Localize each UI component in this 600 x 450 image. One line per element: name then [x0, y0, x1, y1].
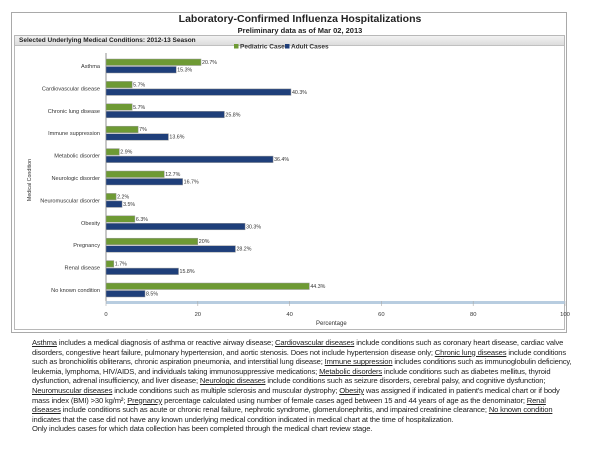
bar-adult [105, 267, 179, 275]
chart-subtitle: Preliminary data as of Mar 02, 2013 [237, 26, 363, 35]
footnote-definitions: Asthma includes a medical diagnosis of a… [32, 338, 572, 424]
data-label: 44.3% [310, 284, 325, 290]
bar-pediatric [105, 260, 115, 268]
category-label: Neuromuscular disorder [40, 198, 100, 204]
x-tick-label: 40 [286, 312, 292, 318]
data-label: 1.7% [115, 262, 127, 268]
x-tick-label: 80 [470, 312, 476, 318]
bar-pediatric [105, 170, 165, 178]
bar-pediatric [105, 103, 133, 111]
footnote-term: Metabolic disorders [319, 366, 383, 376]
footnote-data-note: Only includes cases for which data colle… [32, 424, 373, 434]
bar-adult [105, 88, 292, 96]
data-label: 5.7% [133, 82, 145, 88]
data-label: 6.3% [136, 217, 148, 223]
bar-pediatric [105, 193, 117, 201]
footnote-term: Neurologic diseases [199, 376, 266, 386]
data-label: 3.5% [123, 202, 135, 208]
bar-pediatric [105, 148, 120, 156]
footnote-term: Chronic lung diseases [434, 347, 507, 357]
footnote-term: Neuromuscular diseases [32, 385, 113, 395]
bar-adult [105, 245, 236, 253]
category-label: No known condition [51, 288, 100, 294]
footnote-definition: includes a medical diagnosis of asthma o… [56, 338, 276, 347]
footnote-term: Renal diseases [32, 395, 546, 415]
bar-adult [105, 223, 246, 231]
category-label: Cardiovascular disease [42, 86, 100, 92]
chart-frame [11, 12, 567, 333]
data-label: 30.3% [246, 224, 261, 230]
legend-label: Pediatric Cases [240, 44, 289, 51]
bar-adult [105, 290, 146, 298]
data-label: 5.7% [133, 105, 145, 111]
data-label: 13.6% [169, 135, 184, 141]
data-label: 2.2% [117, 194, 129, 200]
data-label: 16.7% [184, 180, 199, 186]
data-label: 7% [139, 127, 147, 133]
data-label: 8.5% [146, 292, 158, 298]
footnote-definition: include conditions such as diabetes mell… [32, 366, 551, 386]
category-label: Obesity [81, 221, 100, 227]
category-label: Metabolic disorder [54, 154, 100, 160]
footnote-term: No known condition [488, 405, 553, 415]
footnote-term: Cardiovascular diseases [275, 338, 355, 347]
category-label: Immune suppression [48, 131, 100, 137]
footnote-term: Asthma [32, 338, 57, 347]
footnote-definition: include conditions such as coronary hear… [32, 338, 564, 357]
data-label: 28.2% [236, 247, 251, 253]
legend-swatch-1 [285, 44, 290, 49]
footnote-definition: include conditions such as acute or chro… [60, 405, 489, 415]
bar-pediatric [105, 58, 202, 66]
x-axis-band [106, 301, 565, 304]
x-tick-label: 60 [378, 312, 384, 318]
x-tick-label: 20 [195, 312, 201, 318]
y-axis-title: Medical Condition [27, 159, 33, 201]
data-label: 40.3% [292, 90, 307, 96]
data-label: 25.8% [225, 112, 240, 118]
bar-adult [105, 178, 183, 186]
footnote-term: Pregnancy [127, 395, 163, 405]
footnote-definition: indicates that the case did not have any… [32, 414, 454, 424]
bar-adult [105, 66, 177, 74]
chart-title: Laboratory-Confirmed Influenza Hospitali… [178, 13, 422, 25]
bar-pediatric [105, 81, 133, 89]
footnote-term: Immune suppression [324, 357, 393, 367]
bar-pediatric [105, 125, 139, 133]
data-label: 15.3% [177, 68, 192, 74]
bar-adult [105, 133, 169, 141]
x-axis-title: Percentage [316, 321, 347, 327]
bar-adult [105, 200, 123, 208]
footnote-definition: include conditions such as seizure disor… [265, 376, 546, 386]
category-label: Pregnancy [73, 243, 100, 249]
data-label: 2.9% [120, 150, 132, 156]
footnote-term: Obesity [339, 385, 364, 395]
bar-pediatric [105, 282, 310, 290]
footnote-definition: includes conditions such as immunoglobul… [32, 357, 572, 376]
data-label: 36.4% [274, 157, 289, 163]
category-label: Renal disease [65, 266, 100, 272]
bar-chart: Pediatric Cases Adult Cases Asthma 20.7% 15.… [27, 44, 570, 328]
bar-pediatric [105, 237, 199, 245]
legend-swatch-0 [234, 44, 239, 49]
data-label: 12.7% [165, 172, 180, 178]
x-tick-label: 0 [104, 312, 107, 318]
footnote-definition: was assigned if indicated in patient's m… [32, 385, 560, 405]
x-tick-label: 100 [560, 312, 570, 318]
footnote-definition: percentage calculated using number of fe… [162, 395, 527, 405]
category-label: Asthma [81, 64, 101, 70]
data-label: 15.8% [180, 269, 195, 275]
category-label: Chronic lung disease [48, 109, 100, 115]
legend-label: Adult Cases [291, 44, 329, 51]
category-label: Neurologic disorder [51, 176, 100, 182]
bar-adult [105, 155, 274, 163]
bar-adult [105, 111, 225, 119]
footnotes: Asthma includes a medical diagnosis of a… [32, 338, 572, 434]
bar-pediatric [105, 215, 136, 223]
footnote-definition: include conditions such as multiple scle… [112, 385, 340, 395]
data-label: 20.7% [202, 60, 217, 66]
data-label: 20% [199, 239, 210, 245]
footnote-definition: include conditions such as bronchiolitis… [32, 347, 567, 367]
